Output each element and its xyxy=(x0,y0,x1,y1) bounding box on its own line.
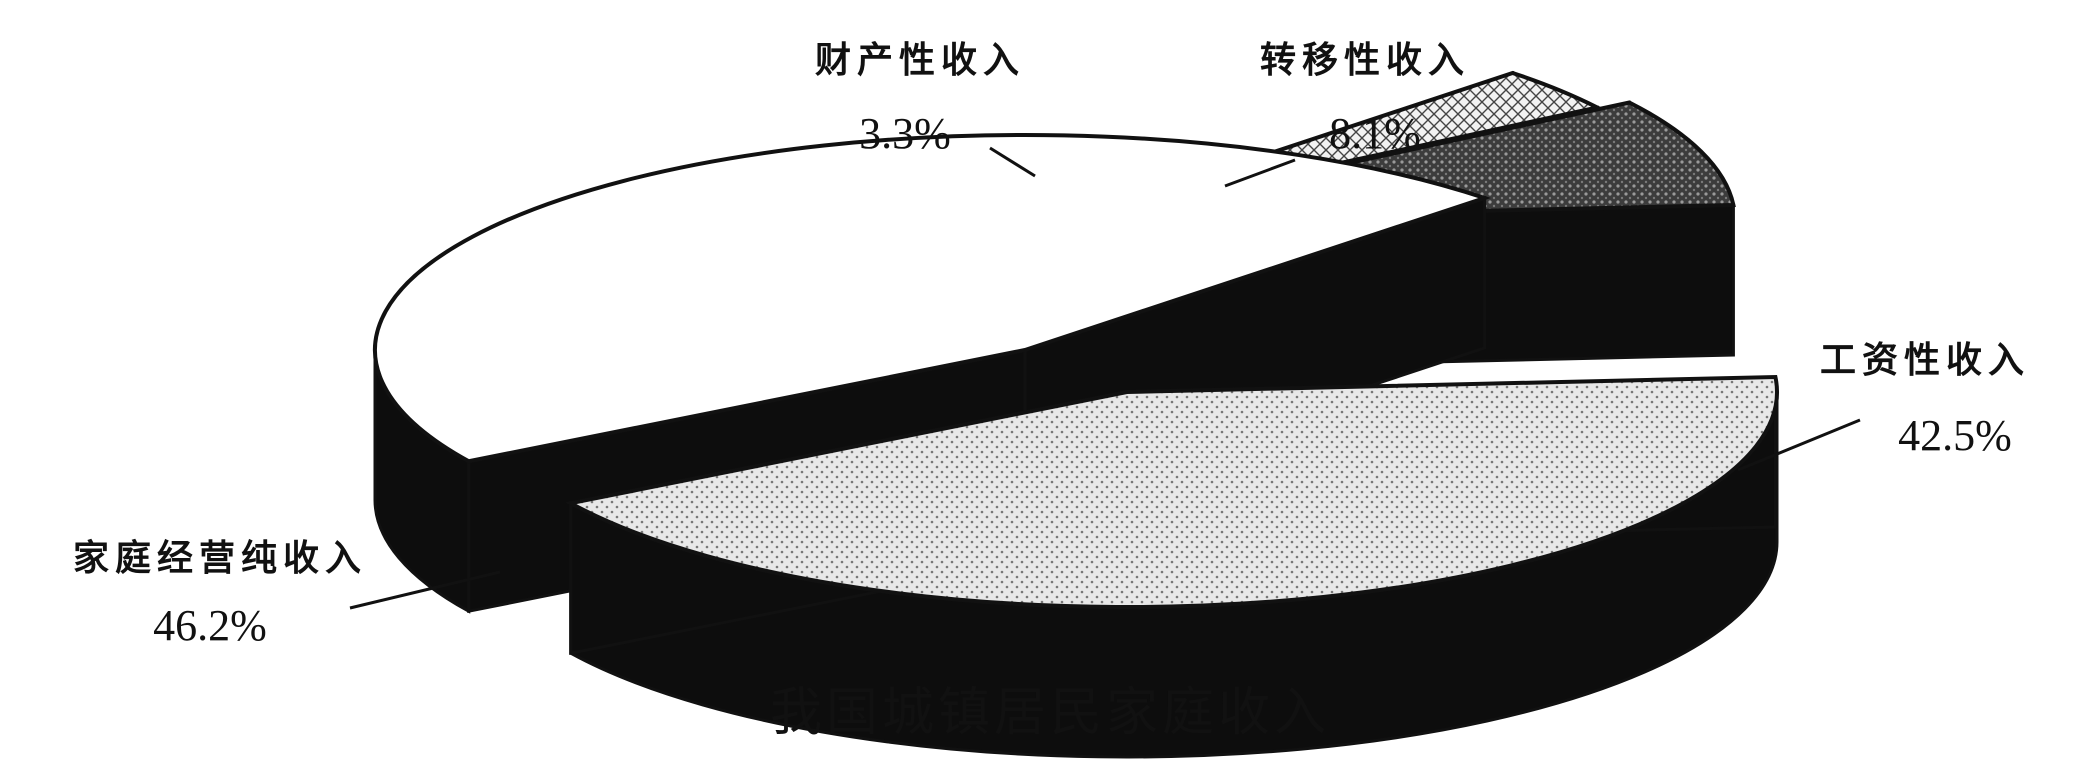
leader-lines xyxy=(349,146,1861,610)
pie-slices xyxy=(373,70,1779,759)
label-caichan: 财产性收入 xyxy=(815,39,1025,81)
label-gongzi: 工资性收入 xyxy=(1820,339,2030,381)
leader-line-gongzi xyxy=(1737,418,1861,472)
leader-line-caichan xyxy=(989,146,1036,178)
leader-line-jiating xyxy=(349,570,501,610)
value-gongzi: 42.5% xyxy=(1898,411,2012,460)
pie-slice-top-jiating xyxy=(373,133,1492,464)
slice-labels: 财产性收入 3.3% 转移性收入 8.1% 工资性收入 42.5% 家庭经营纯收… xyxy=(73,39,2030,650)
label-jiating: 家庭经营纯收入 xyxy=(73,537,367,579)
pie-slice-gongzi xyxy=(564,374,1779,759)
value-zhuanyi: 8.1% xyxy=(1329,109,1421,158)
value-jiating: 46.2% xyxy=(153,601,267,650)
label-zhuanyi: 转移性收入 xyxy=(1260,39,1470,81)
pie-slice-top-gongzi xyxy=(564,374,1779,609)
leader-line-zhuanyi xyxy=(1224,158,1296,188)
value-caichan: 3.3% xyxy=(859,109,951,158)
chart-title: 我国城镇居民家庭收入 xyxy=(770,683,1330,743)
